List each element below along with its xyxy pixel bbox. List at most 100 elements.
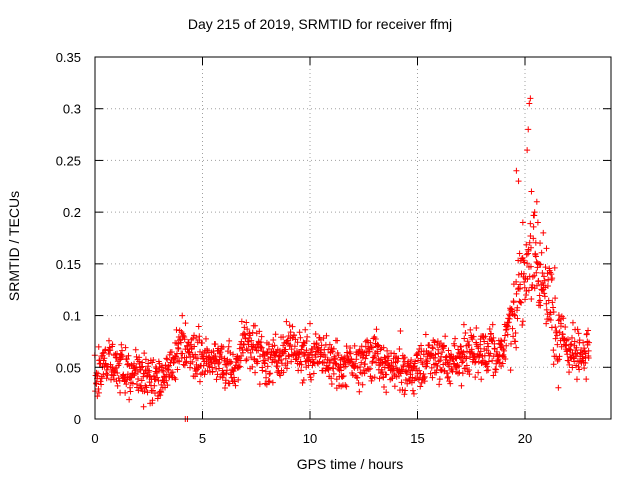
axis-ticks: 0 0.05 0.1 0.15 0.2 0.25 0.3 0.35 0 5 10 15 20 bbox=[56, 50, 611, 446]
data-point bbox=[321, 360, 328, 367]
data-point bbox=[132, 346, 139, 353]
data-point bbox=[524, 260, 531, 267]
data-point bbox=[283, 365, 290, 372]
data-point bbox=[512, 338, 519, 345]
data-point bbox=[512, 330, 519, 337]
data-point bbox=[583, 330, 590, 337]
data-point bbox=[515, 271, 522, 278]
data-point bbox=[149, 397, 156, 404]
data-point bbox=[407, 371, 414, 378]
data-point bbox=[123, 356, 130, 363]
data-point bbox=[243, 346, 250, 353]
data-point bbox=[93, 380, 100, 387]
data-point bbox=[114, 370, 121, 377]
x-tick-label: 15 bbox=[410, 431, 424, 446]
data-point bbox=[114, 350, 121, 357]
data-point bbox=[160, 368, 167, 375]
data-point bbox=[236, 363, 243, 370]
data-point bbox=[222, 384, 229, 391]
data-point bbox=[487, 350, 494, 357]
data-point bbox=[550, 347, 557, 354]
data-point bbox=[347, 344, 354, 351]
data-point bbox=[104, 366, 111, 373]
data-point bbox=[475, 345, 482, 352]
data-point bbox=[186, 349, 193, 356]
data-point bbox=[140, 403, 147, 410]
data-point bbox=[486, 325, 493, 332]
data-point bbox=[555, 312, 562, 319]
data-point bbox=[537, 297, 544, 304]
data-point bbox=[470, 333, 477, 340]
data-point bbox=[501, 337, 508, 344]
data-point bbox=[116, 360, 123, 367]
data-point bbox=[307, 349, 314, 356]
data-point bbox=[445, 347, 452, 354]
data-point bbox=[383, 371, 390, 378]
data-point bbox=[127, 388, 134, 395]
data-point bbox=[341, 354, 348, 361]
data-point bbox=[462, 365, 469, 372]
data-point bbox=[521, 284, 528, 291]
data-point bbox=[95, 385, 102, 392]
data-point bbox=[435, 358, 442, 365]
data-point bbox=[98, 381, 105, 388]
data-point bbox=[539, 270, 546, 277]
data-point bbox=[510, 299, 517, 306]
y-tick-label: 0.2 bbox=[63, 205, 81, 220]
data-point bbox=[530, 235, 537, 242]
data-point bbox=[146, 367, 153, 374]
data-point bbox=[371, 374, 378, 381]
data-point bbox=[183, 354, 190, 361]
data-point bbox=[532, 253, 539, 260]
data-point bbox=[568, 334, 575, 341]
data-point bbox=[278, 356, 285, 363]
data-point bbox=[569, 319, 576, 326]
data-point bbox=[111, 366, 118, 373]
data-point bbox=[213, 376, 220, 383]
data-point bbox=[523, 241, 530, 248]
data-point bbox=[509, 325, 516, 332]
data-point bbox=[103, 370, 110, 377]
data-point bbox=[522, 296, 529, 303]
data-point bbox=[308, 376, 315, 383]
data-point bbox=[458, 382, 465, 389]
data-point bbox=[548, 271, 555, 278]
data-point bbox=[390, 365, 397, 372]
data-point bbox=[434, 363, 441, 370]
data-point bbox=[193, 334, 200, 341]
data-point bbox=[436, 381, 443, 388]
data-point bbox=[537, 261, 544, 268]
data-point bbox=[271, 342, 278, 349]
data-point bbox=[550, 361, 557, 368]
data-point bbox=[179, 312, 186, 319]
data-point bbox=[573, 344, 580, 351]
data-point bbox=[209, 368, 216, 375]
data-point bbox=[385, 357, 392, 364]
data-point bbox=[174, 366, 181, 373]
data-point bbox=[291, 343, 298, 350]
data-point bbox=[100, 371, 107, 378]
data-point bbox=[189, 358, 196, 365]
data-point bbox=[477, 336, 484, 343]
data-point bbox=[563, 342, 570, 349]
data-point bbox=[298, 346, 305, 353]
data-point bbox=[249, 363, 256, 370]
data-point bbox=[524, 147, 531, 154]
data-point bbox=[519, 318, 526, 325]
data-point bbox=[133, 363, 140, 370]
data-point bbox=[168, 349, 175, 355]
data-point bbox=[329, 348, 336, 355]
data-point bbox=[164, 382, 171, 389]
data-point bbox=[328, 375, 335, 382]
data-point bbox=[376, 375, 383, 382]
data-point bbox=[252, 322, 259, 329]
data-point bbox=[328, 381, 335, 388]
data-point bbox=[445, 373, 452, 380]
data-point bbox=[330, 370, 337, 377]
data-point bbox=[467, 349, 474, 356]
data-point bbox=[429, 345, 436, 352]
data-point bbox=[457, 343, 464, 350]
data-point bbox=[330, 365, 337, 372]
data-point bbox=[335, 352, 342, 359]
